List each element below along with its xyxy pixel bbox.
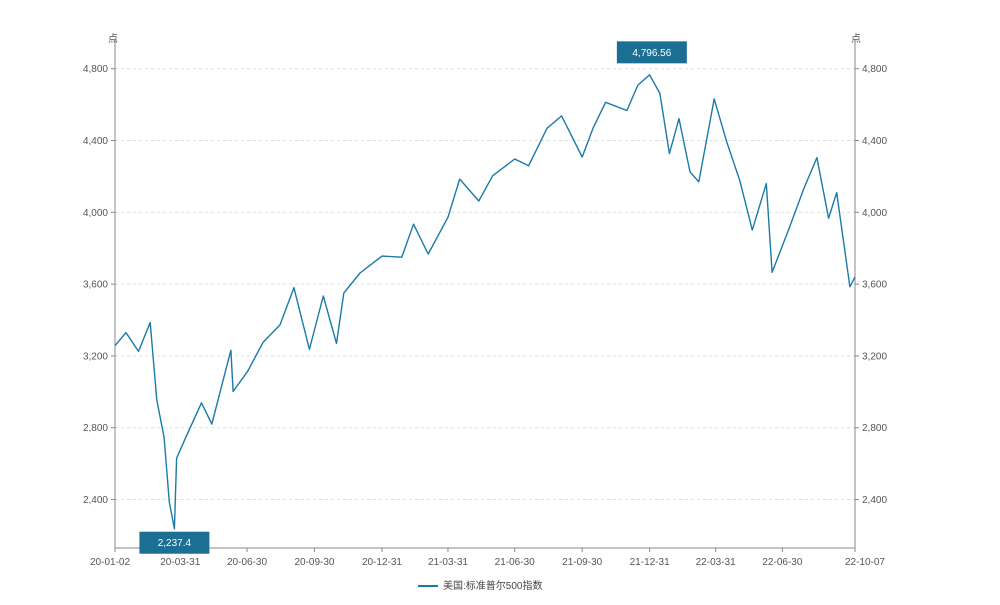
- right-y-tick-label: 4,400: [862, 136, 887, 147]
- right-unit-label: 点: [851, 33, 861, 45]
- left-y-tick-label: 4,400: [83, 136, 108, 147]
- right-y-tick-label: 4,000: [862, 208, 887, 219]
- left-y-tick-label: 2,800: [83, 423, 108, 434]
- left-y-tick-label: 4,800: [83, 64, 108, 75]
- x-tick-label: 20-06-30: [227, 557, 267, 568]
- x-tick-label: 21-12-31: [630, 557, 670, 568]
- x-tick-label: 22-10-07: [845, 557, 885, 568]
- left-y-tick-label: 4,000: [83, 208, 108, 219]
- legend[interactable]: 美国:标准普尔500指数: [418, 579, 542, 592]
- left-y-tick-label: 2,400: [83, 495, 108, 506]
- left-unit-label: 点: [108, 33, 118, 45]
- x-tick-label: 21-03-31: [428, 557, 468, 568]
- right-y-tick-label: 2,800: [862, 423, 887, 434]
- left-y-tick-label: 3,200: [83, 351, 108, 362]
- x-tick-label: 21-06-30: [495, 557, 535, 568]
- callout-box: [616, 41, 687, 64]
- legend-series-label: 美国:标准普尔500指数: [443, 579, 542, 592]
- right-y-tick-label: 4,800: [862, 64, 887, 75]
- x-tick-label: 21-09-30: [562, 557, 602, 568]
- axis-ticks: 2,400 2,400 2,800 2,800 3,200 3,200 3,600 3,600…: [83, 64, 887, 568]
- callout-label: 2,237.4: [158, 538, 192, 549]
- gridlines: [115, 68, 855, 501]
- x-tick-label: 20-09-30: [294, 557, 334, 568]
- callouts: 4,796.56 2,237.4: [139, 41, 687, 554]
- right-y-tick-label: 2,400: [862, 495, 887, 506]
- x-tick-label: 20-12-31: [362, 557, 402, 568]
- left-y-tick-label: 3,600: [83, 280, 108, 291]
- x-tick-label: 22-06-30: [762, 557, 802, 568]
- series-layer: [114, 74, 856, 530]
- right-y-tick-label: 3,200: [862, 351, 887, 362]
- x-tick-label: 20-01-02: [90, 557, 130, 568]
- x-tick-label: 22-03-31: [696, 557, 736, 568]
- x-tick-label: 20-03-31: [160, 557, 200, 568]
- callout-label: 4,796.56: [632, 48, 671, 59]
- sp500-series-line: [114, 74, 856, 530]
- callout-box: [139, 531, 210, 554]
- right-y-tick-label: 3,600: [862, 280, 887, 291]
